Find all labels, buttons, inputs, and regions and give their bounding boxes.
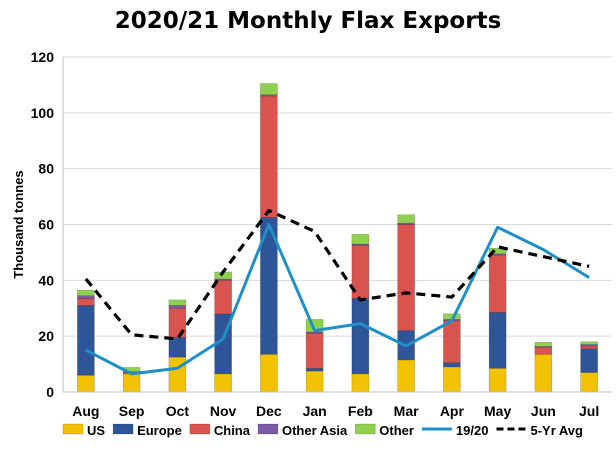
- legend-label: 19/20: [456, 423, 489, 438]
- bar-segment: [580, 348, 598, 373]
- legend-item: China: [189, 423, 251, 438]
- legend-item: 5-Yr Avg: [496, 423, 583, 438]
- bar-segment: [260, 354, 278, 393]
- bar-segment: [534, 342, 553, 347]
- x-tick-label: Mar: [394, 403, 419, 419]
- x-tick-label: Sep: [119, 403, 145, 419]
- bar-segment: [580, 372, 598, 393]
- bar-segment: [168, 337, 187, 358]
- series-line: [85, 223, 590, 376]
- legend-swatch: [62, 423, 84, 435]
- legend-swatch: [189, 423, 211, 435]
- y-tick-label: 20: [38, 328, 54, 344]
- bar-segment: [168, 299, 187, 306]
- legend-label: Other Asia: [282, 423, 348, 438]
- bar-segment: [534, 354, 553, 393]
- bar-segment: [351, 298, 370, 375]
- x-tick-label: Jun: [531, 403, 556, 419]
- legend-swatch: [257, 423, 279, 435]
- bar-segment: [351, 233, 370, 245]
- y-tick-label: 100: [31, 105, 55, 121]
- x-tick-label: Feb: [348, 403, 373, 419]
- bar-segment: [260, 95, 278, 218]
- bar-segment: [534, 347, 553, 355]
- y-tick-label: 40: [38, 272, 54, 288]
- bar-segment: [305, 370, 324, 393]
- legend-item: 19/20: [421, 423, 489, 438]
- bar-segment: [488, 247, 507, 255]
- bar-segment: [443, 320, 461, 363]
- bar-segment: [443, 366, 461, 393]
- y-tick-label: 0: [46, 384, 54, 400]
- bar-segment: [351, 373, 370, 393]
- y-tick-label: 60: [38, 217, 54, 233]
- legend-label: Europe: [137, 423, 182, 438]
- bar-segment: [580, 341, 598, 345]
- legend-item: US: [62, 423, 105, 438]
- bar-segment: [305, 333, 324, 369]
- legend-label: Other: [379, 423, 414, 438]
- legend-item: Other: [354, 423, 414, 438]
- bar-segment: [77, 374, 95, 393]
- bar-segment: [305, 367, 324, 372]
- bar-segment: [443, 362, 461, 368]
- bar-segment: [214, 280, 232, 315]
- bar-segment: [397, 224, 415, 331]
- bar-segment: [397, 359, 415, 393]
- x-tick-label: May: [484, 403, 511, 419]
- bar-segment: [168, 305, 187, 309]
- chart-title: 2020/21 Monthly Flax Exports: [114, 8, 502, 34]
- bar-segment: [168, 307, 187, 338]
- bar-segment: [77, 298, 95, 306]
- x-tick-label: Dec: [256, 403, 282, 419]
- legend-label: 5-Yr Avg: [530, 423, 583, 438]
- bar-segment: [488, 367, 507, 393]
- y-tick-label: 120: [31, 49, 55, 65]
- x-tick-label: Apr: [440, 403, 465, 419]
- x-tick-label: Oct: [166, 403, 190, 419]
- legend-item: Other Asia: [257, 423, 348, 438]
- x-tick-label: Jan: [303, 403, 327, 419]
- bar-segment: [77, 305, 95, 376]
- bar-segment: [168, 356, 187, 393]
- y-tick-label: 80: [38, 161, 54, 177]
- legend-label: US: [87, 423, 105, 438]
- x-tick-label: Jul: [579, 403, 599, 419]
- legend-label: China: [214, 423, 251, 438]
- bar-segment: [260, 83, 278, 95]
- bar-segment: [397, 214, 415, 224]
- x-tick-label: Nov: [210, 403, 237, 419]
- series-line: [84, 208, 590, 341]
- bar-segment: [580, 345, 598, 350]
- legend-swatch: [112, 423, 134, 435]
- bar-segment: [488, 254, 507, 313]
- bar-segment: [77, 289, 95, 296]
- y-axis-label: Thousand tonnes: [11, 170, 26, 278]
- x-tick-label: Aug: [72, 403, 99, 419]
- bar-segment: [351, 243, 370, 246]
- bar-segment: [122, 373, 141, 393]
- legend-item: Europe: [112, 423, 182, 438]
- legend-swatch: [354, 423, 376, 435]
- bar-segment: [488, 312, 507, 369]
- bar-segment: [77, 295, 95, 299]
- bar-segment: [214, 373, 232, 393]
